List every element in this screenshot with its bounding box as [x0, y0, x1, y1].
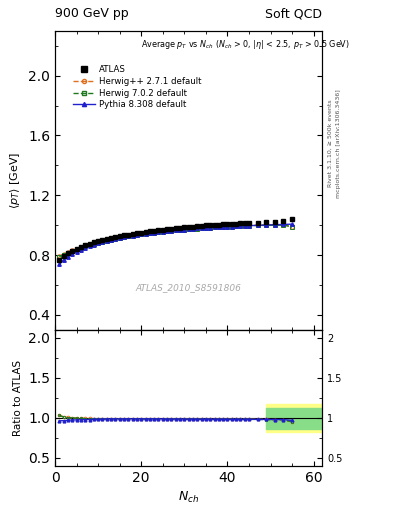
Text: Average $p_T$ vs $N_{ch}$ ($N_{ch}$ > 0, $|\eta|$ < 2.5, $p_T$ > 0.5 GeV): Average $p_T$ vs $N_{ch}$ ($N_{ch}$ > 0,… [141, 38, 349, 51]
X-axis label: $N_{ch}$: $N_{ch}$ [178, 490, 199, 505]
Legend: ATLAS, Herwig++ 2.7.1 default, Herwig 7.0.2 default, Pythia 8.308 default: ATLAS, Herwig++ 2.7.1 default, Herwig 7.… [70, 62, 205, 113]
Y-axis label: $\langle p_T \rangle$ [GeV]: $\langle p_T \rangle$ [GeV] [9, 152, 22, 209]
Text: 900 GeV pp: 900 GeV pp [55, 7, 129, 20]
Y-axis label: Ratio to ATLAS: Ratio to ATLAS [13, 360, 23, 436]
Text: Soft QCD: Soft QCD [265, 7, 322, 20]
Text: mcplots.cern.ch [arXiv:1306.3436]: mcplots.cern.ch [arXiv:1306.3436] [336, 89, 341, 198]
Text: Rivet 3.1.10, ≥ 500k events: Rivet 3.1.10, ≥ 500k events [328, 99, 333, 187]
Text: ATLAS_2010_S8591806: ATLAS_2010_S8591806 [136, 284, 242, 292]
